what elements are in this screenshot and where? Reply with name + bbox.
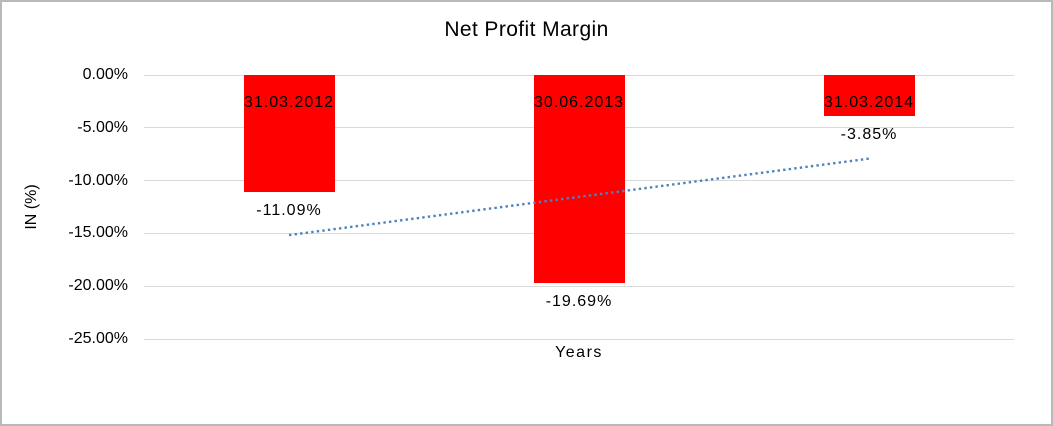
category-label: 31.03.2014: [823, 94, 915, 111]
bar-31.03.2014: [823, 75, 915, 116]
category-label: 30.06.2013: [533, 94, 625, 111]
bar-31.03.2012: [243, 75, 335, 193]
y-tick-label: 0.00%: [82, 66, 128, 83]
y-tick-label: -5.00%: [77, 118, 128, 136]
gridline--25.00%: [144, 338, 1014, 340]
value-label: -3.85%: [840, 125, 898, 143]
y-tick-label: -25.00%: [68, 330, 128, 347]
chart-title: Net Profit Margin: [444, 18, 609, 41]
x-axis-title: Years: [555, 344, 603, 361]
value-label: -19.69%: [545, 292, 613, 310]
y-tick-label: -15.00%: [68, 224, 128, 242]
y-tick-label: -20.00%: [68, 277, 128, 295]
category-label: 31.03.2012: [243, 94, 335, 111]
y-tick-label: -10.00%: [68, 171, 128, 189]
gridline--20.00%: [144, 285, 1014, 287]
value-label: -11.09%: [256, 202, 322, 220]
